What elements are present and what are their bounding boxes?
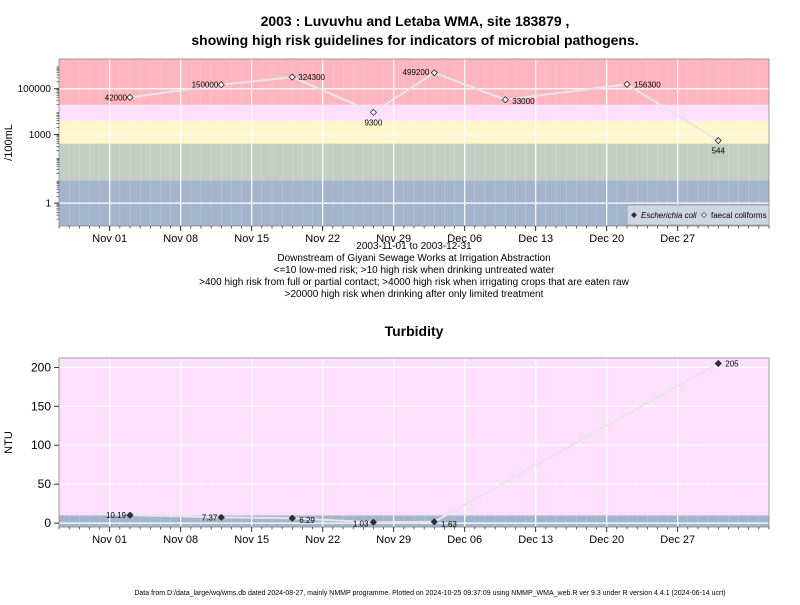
chart1-data-label: 156300 (634, 80, 661, 89)
chart1-ylabel: /100mL (3, 124, 15, 161)
chart2-ytick-label: 100 (31, 438, 51, 452)
chart1-point (217, 81, 225, 89)
chart2-data-label: 7.37 (202, 513, 218, 522)
chart1-xtick-label: Nov 15 (234, 233, 269, 245)
chart1-data-label: 499200 (403, 68, 430, 77)
chart2-data-label: 10.19 (106, 511, 127, 520)
chart2-ylabel: NTU (3, 431, 15, 454)
chart1-ytick-label: 1000 (29, 130, 52, 141)
chart1-xtick-label: Dec 20 (589, 233, 624, 245)
chart1-point (126, 93, 134, 101)
chart2-xtick-label: Dec 06 (447, 534, 482, 546)
chart2-xtick-label: Nov 08 (163, 534, 198, 546)
chart2-xtick-label: Nov 01 (92, 534, 127, 546)
chart1-xtick-label: Dec 27 (660, 233, 695, 245)
chart2-xtick-label: Nov 22 (305, 534, 340, 546)
chart2-data-label: 1.03 (353, 519, 369, 528)
chart2-point (714, 359, 722, 368)
chart1-xtick-label: Nov 22 (305, 233, 340, 245)
chart1-guideline-2: >400 high risk from full or partial cont… (199, 277, 629, 288)
chart2-title: Turbidity (385, 323, 444, 339)
chart1-legend-label-ecoli: Escherichia coli (641, 211, 697, 220)
chart1-xtick-label: Dec 06 (447, 233, 482, 245)
chart2-point (430, 518, 438, 526)
chart1-site-description: Downstream of Giyani Sewage Works at Irr… (277, 253, 550, 264)
chart1-xtick-label: Nov 08 (163, 233, 198, 245)
chart1-point (501, 96, 509, 104)
chart1-data-label: 150000 (192, 81, 219, 90)
chart1-xtick-label: Nov 29 (376, 233, 411, 245)
chart2-point (369, 518, 377, 526)
chart2-xtick-label: Dec 27 (660, 534, 695, 546)
chart2-point (288, 514, 296, 522)
chart2-ytick-label: 200 (31, 360, 51, 374)
chart1-series-line-0 (129, 71, 719, 142)
chart1-title-line1: 2003 : Luvuvhu and Letaba WMA, site 1838… (261, 13, 570, 29)
chart1-point (369, 108, 377, 116)
chart1-ytick-label: 100000 (18, 84, 52, 95)
chart2-data-label: 205 (725, 359, 739, 368)
chart1-guideline-1: <=10 low-med risk; >10 high risk when dr… (274, 265, 556, 276)
chart1-data-label: 42000 (105, 93, 128, 102)
chart2-ytick-label: 150 (31, 399, 51, 413)
chart2-series-line-0 (129, 362, 719, 524)
chart2-xtick-label: Nov 15 (234, 534, 269, 546)
chart1-legend-box (626, 204, 770, 226)
chart1-point (430, 69, 438, 77)
chart2-xtick-label: Dec 13 (518, 534, 553, 546)
chart1-date-range: 2003-11-01 to 2003-12-31 (356, 241, 472, 252)
chart1-point (623, 80, 631, 88)
chart1-data-label: 33000 (512, 97, 535, 106)
chart2-ytick-label: 50 (38, 477, 52, 491)
microbial-chart: Nov 01 Nov 08 Nov 15 Nov 22 Nov 29 Dec 06 Dec … (3, 58, 770, 245)
chart1-guideline-3: >20000 high risk when drinking after onl… (285, 289, 544, 300)
chart2-data-label: 6.29 (299, 516, 315, 525)
chart1-legend-marker-faecal (701, 212, 707, 218)
chart2-xtick-label: Dec 20 (589, 534, 624, 546)
chart2-xtick-label: Nov 29 (376, 534, 411, 546)
chart1-data-label: 544 (712, 147, 726, 156)
chart1-title-line2: showing high risk guidelines for indicat… (191, 32, 638, 48)
chart2-ytick-label: 0 (44, 516, 51, 530)
chart1-point (288, 73, 296, 81)
chart2-data-label: 1.63 (441, 520, 457, 529)
chart2-point (217, 513, 225, 521)
footer-note: Data from D:/data_large/wq/wms.db dated … (134, 590, 725, 597)
turbidity-chart: Nov 01 Nov 08 Nov 15 Nov 22 Nov 29 Dec 06 Dec … (3, 357, 770, 546)
chart1-legend-marker-ecoli (631, 212, 637, 218)
chart1-point (714, 136, 722, 145)
chart1-data-label: 324300 (298, 73, 325, 82)
chart1-xtick-label: Nov 01 (92, 233, 127, 245)
chart1-legend-label-faecal: faecal coliforms (711, 211, 767, 220)
chart1-data-label: 9300 (365, 118, 383, 127)
chart1-xtick-label: Dec 13 (518, 233, 553, 245)
chart1-ytick-label: 1 (45, 198, 51, 209)
chart2-point (126, 511, 134, 519)
